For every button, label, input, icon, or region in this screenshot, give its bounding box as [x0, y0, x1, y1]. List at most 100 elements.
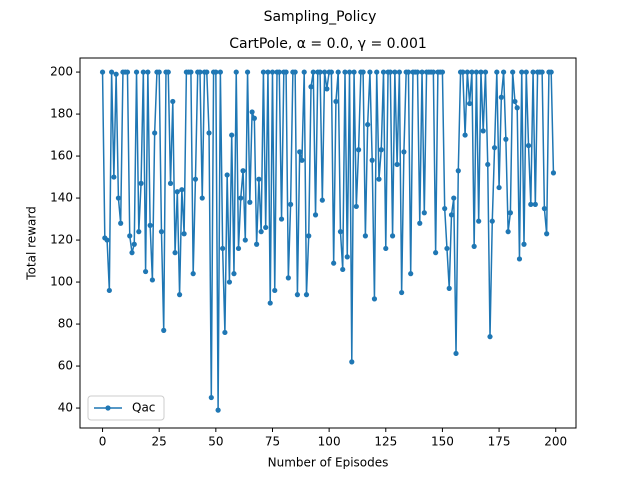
y-tick-label: 140	[50, 191, 73, 205]
data-point	[478, 69, 484, 75]
x-tick-label: 200	[544, 435, 567, 449]
data-point	[269, 69, 276, 75]
data-point	[442, 205, 448, 212]
x-tick-label: 125	[374, 435, 397, 449]
data-point	[251, 115, 257, 121]
data-point	[242, 237, 248, 243]
data-point	[297, 149, 303, 155]
data-point	[231, 271, 237, 277]
data-point	[199, 195, 205, 201]
data-point	[222, 329, 228, 336]
y-tick-label: 80	[58, 317, 73, 331]
data-point	[430, 69, 436, 75]
data-point	[312, 212, 319, 218]
data-point	[136, 229, 142, 235]
data-point	[235, 245, 242, 252]
data-point	[263, 224, 269, 231]
data-point	[401, 149, 407, 155]
data-point	[421, 210, 427, 216]
data-point	[487, 334, 493, 340]
data-point	[530, 69, 536, 75]
data-point	[525, 142, 532, 149]
y-tick-label: 40	[58, 401, 73, 415]
data-point	[188, 69, 194, 75]
data-point	[378, 147, 384, 153]
legend-box	[87, 395, 165, 421]
x-tick-label: 25	[152, 435, 167, 449]
data-point	[494, 69, 500, 75]
data-point	[303, 292, 310, 298]
data-point	[226, 279, 233, 285]
y-tick-label: 100	[50, 275, 73, 289]
data-point	[453, 350, 459, 357]
data-point	[328, 69, 334, 75]
data-point	[505, 229, 511, 235]
data-point	[532, 201, 538, 207]
data-point	[491, 145, 498, 151]
data-point	[278, 216, 285, 222]
data-point	[179, 187, 185, 193]
data-point	[215, 407, 221, 413]
data-point	[258, 229, 264, 235]
data-point	[156, 69, 162, 75]
data-point	[365, 121, 371, 128]
data-point	[342, 69, 348, 75]
y-tick-label: 180	[50, 107, 73, 121]
data-point	[106, 287, 112, 294]
data-point	[260, 69, 267, 75]
data-point	[362, 233, 368, 239]
data-point	[265, 69, 271, 75]
data-point	[129, 250, 135, 256]
data-point	[498, 94, 504, 100]
data-point	[476, 218, 482, 224]
chart-title: CartPole, α = 0.0, γ = 0.001	[229, 36, 427, 52]
data-point	[433, 250, 439, 256]
data-point	[167, 180, 174, 186]
data-point	[249, 109, 255, 115]
data-point	[539, 69, 545, 75]
data-point	[383, 245, 389, 252]
x-tick-label: 175	[488, 435, 511, 449]
data-point	[351, 69, 357, 75]
data-point	[294, 292, 301, 298]
data-point	[204, 69, 210, 75]
data-point	[217, 69, 223, 75]
data-point	[331, 260, 337, 266]
data-point	[464, 69, 470, 75]
data-point	[299, 157, 305, 163]
data-point	[113, 71, 119, 77]
data-point	[473, 69, 480, 75]
data-point	[306, 233, 312, 239]
data-point	[394, 161, 400, 168]
data-point	[244, 69, 251, 75]
data-point	[333, 98, 339, 105]
data-point	[220, 245, 226, 252]
data-point	[467, 100, 473, 107]
data-point	[392, 69, 398, 75]
data-point	[446, 285, 452, 291]
data-point	[512, 98, 518, 105]
data-point	[455, 168, 461, 174]
data-point	[111, 174, 117, 180]
y-axis-label: Total reward	[25, 206, 39, 280]
data-point	[247, 199, 253, 205]
data-point	[324, 86, 330, 92]
data-point	[118, 220, 124, 226]
data-point	[335, 69, 341, 75]
data-point	[376, 176, 382, 182]
data-point	[276, 69, 282, 75]
x-tick-label: 100	[318, 435, 341, 449]
data-point	[548, 69, 554, 75]
data-point	[396, 69, 402, 75]
data-point	[417, 220, 423, 226]
data-point	[337, 229, 344, 235]
y-tick-label: 160	[50, 149, 73, 163]
data-point	[371, 296, 378, 302]
data-point	[109, 69, 115, 75]
data-point	[192, 176, 199, 182]
data-point	[448, 212, 455, 218]
x-axis-label: Number of Episodes	[268, 456, 389, 470]
data-point	[104, 237, 110, 243]
data-point	[172, 250, 178, 256]
